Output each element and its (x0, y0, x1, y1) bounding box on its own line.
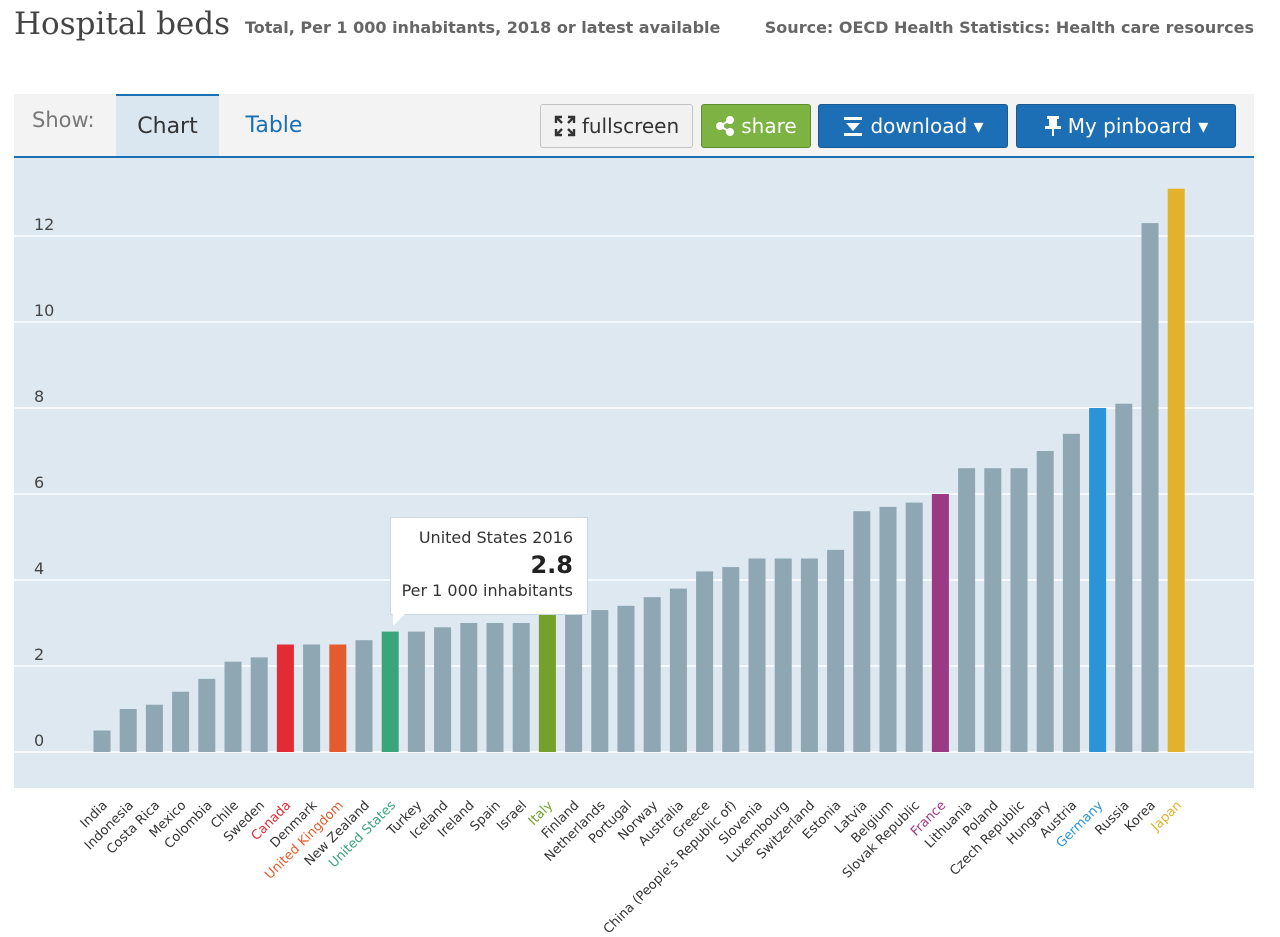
bar[interactable] (460, 623, 478, 752)
show-label: Show: (32, 108, 95, 132)
bar[interactable] (931, 494, 949, 752)
page-title: Hospital beds (14, 6, 231, 42)
x-tick-label: Spain (468, 798, 504, 834)
fullscreen-icon (554, 115, 576, 137)
tab-chart[interactable]: Chart (116, 94, 219, 156)
bar[interactable] (224, 661, 242, 752)
bar[interactable] (93, 730, 111, 753)
download-button[interactable]: download ▾ (818, 104, 1008, 148)
pinboard-label: My pinboard ▾ (1067, 114, 1209, 138)
y-tick-label: 6 (34, 473, 44, 492)
bar[interactable] (198, 678, 216, 752)
tooltip: United States 2016 2.8 Per 1 000 inhabit… (390, 517, 588, 626)
toolbar: Show: Chart Table fullscreen share (14, 94, 1254, 158)
pinboard-button[interactable]: My pinboard ▾ (1016, 104, 1236, 148)
bar[interactable] (486, 623, 504, 752)
bar[interactable] (381, 631, 399, 752)
bar[interactable] (827, 549, 845, 752)
bar[interactable] (696, 571, 714, 752)
bar[interactable] (853, 511, 871, 752)
bar[interactable] (250, 657, 268, 752)
bar[interactable] (774, 558, 792, 753)
bar[interactable] (1062, 433, 1080, 752)
bar[interactable] (119, 709, 137, 752)
bar[interactable] (669, 588, 687, 752)
download-label: download ▾ (870, 114, 984, 138)
bar[interactable] (984, 468, 1002, 752)
bar[interactable] (958, 468, 976, 752)
bar[interactable] (1010, 468, 1028, 752)
bar[interactable] (879, 506, 897, 752)
bar[interactable] (591, 610, 609, 752)
bar[interactable] (748, 558, 766, 753)
bar[interactable] (172, 691, 190, 752)
fullscreen-label: fullscreen (581, 114, 680, 138)
bar[interactable] (565, 614, 583, 752)
bar[interactable] (722, 567, 740, 752)
bar[interactable] (617, 605, 635, 752)
bar[interactable] (905, 502, 923, 752)
bar[interactable] (1167, 188, 1185, 752)
bar[interactable] (1115, 403, 1133, 752)
share-icon (715, 116, 735, 136)
bar[interactable] (1036, 451, 1054, 752)
download-icon (842, 115, 864, 137)
y-tick-label: 0 (34, 731, 44, 750)
chart-subtitle: Total, Per 1 000 inhabitants, 2018 or la… (245, 18, 721, 37)
y-tick-label: 10 (34, 301, 54, 320)
bar[interactable] (538, 614, 556, 752)
fullscreen-button[interactable]: fullscreen (540, 104, 693, 148)
bar[interactable] (303, 644, 321, 753)
chart-header: Hospital beds Total, Per 1 000 inhabitan… (14, 0, 1254, 60)
bar[interactable] (800, 558, 818, 753)
y-tick-label: 8 (34, 387, 44, 406)
bar[interactable] (407, 631, 425, 752)
share-button[interactable]: share (701, 104, 811, 148)
tooltip-unit: Per 1 000 inhabitants (401, 581, 573, 600)
y-tick-label: 4 (34, 559, 44, 578)
bar[interactable] (1141, 223, 1159, 753)
bar[interactable] (512, 623, 530, 752)
bar[interactable] (643, 597, 661, 752)
tooltip-value: 2.8 (530, 551, 573, 579)
y-tick-label: 12 (34, 215, 54, 234)
bar[interactable] (145, 704, 163, 752)
x-tick-label: Israel (494, 798, 530, 834)
bar[interactable] (355, 640, 373, 752)
tab-table[interactable]: Table (245, 113, 303, 138)
share-label: share (741, 114, 797, 138)
source-note: Source: OECD Health Statistics: Health c… (764, 18, 1254, 37)
bar[interactable] (276, 644, 294, 753)
pin-icon (1044, 115, 1062, 137)
y-tick-label: 2 (34, 645, 44, 664)
bar[interactable] (1089, 408, 1107, 752)
bar[interactable] (329, 644, 347, 753)
bar[interactable] (434, 627, 452, 752)
tooltip-title: United States 2016 (418, 528, 573, 547)
